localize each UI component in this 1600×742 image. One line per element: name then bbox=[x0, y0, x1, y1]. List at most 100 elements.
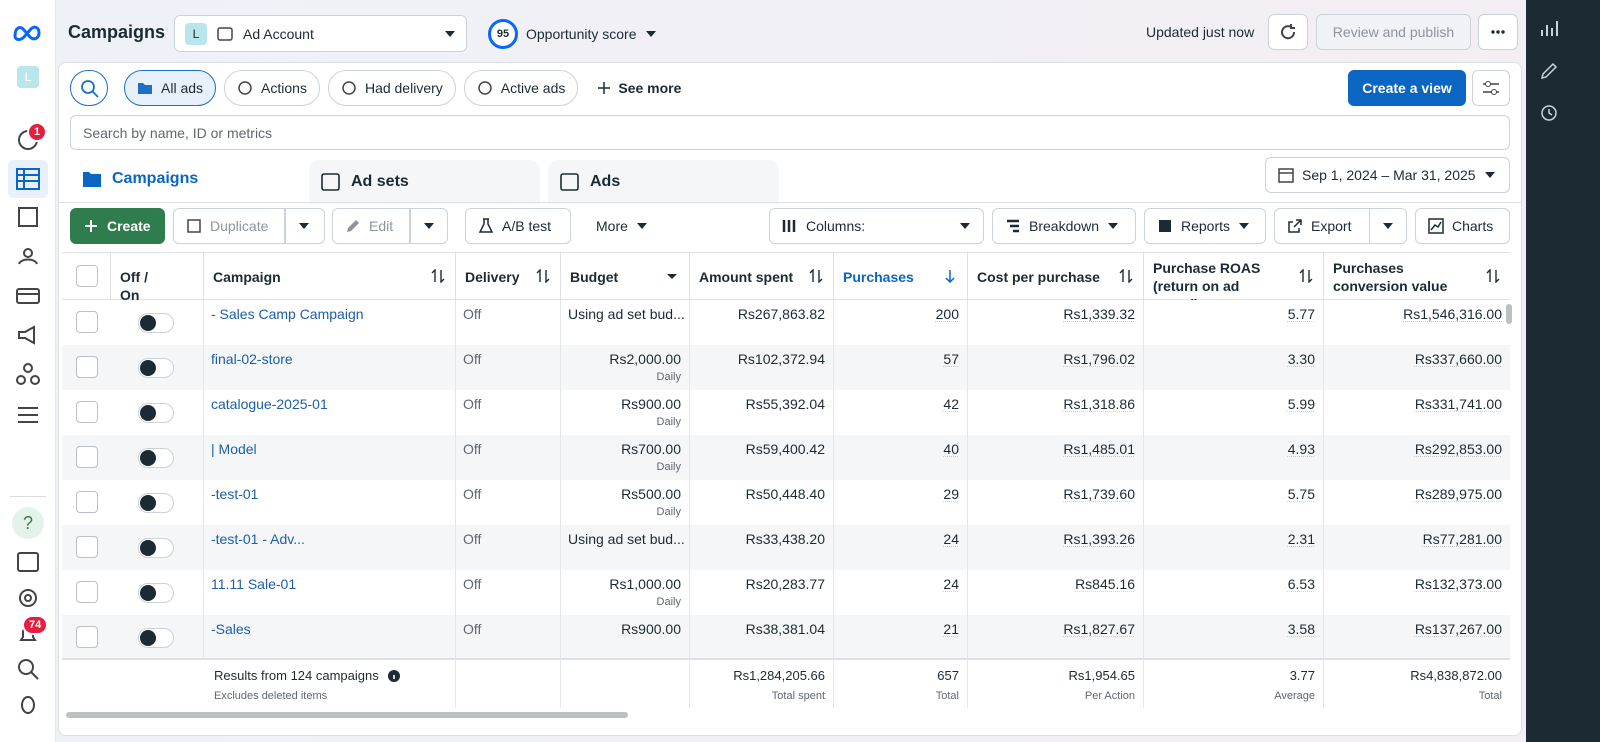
account-avatar[interactable]: L bbox=[17, 66, 39, 88]
row-checkbox[interactable] bbox=[76, 401, 98, 423]
create-view-button[interactable]: Create a view bbox=[1348, 70, 1466, 106]
on-off-toggle[interactable] bbox=[138, 493, 174, 513]
column-header[interactable]: Purchases bbox=[833, 253, 967, 300]
more-button[interactable] bbox=[1478, 14, 1518, 50]
on-off-toggle[interactable] bbox=[138, 448, 174, 468]
filter-chip[interactable]: Had delivery bbox=[328, 70, 456, 106]
export-dropdown[interactable] bbox=[1369, 208, 1407, 244]
toolbar-button[interactable]: Export bbox=[1274, 208, 1370, 244]
row-checkbox[interactable] bbox=[76, 536, 98, 558]
delivery-cell: Off bbox=[455, 396, 560, 412]
campaign-cell[interactable]: catalogue-2025-01 bbox=[203, 396, 455, 412]
toolbar-button[interactable]: Reports bbox=[1144, 208, 1266, 244]
column-header[interactable]: Purchase ROAS (return on ad spend) bbox=[1143, 253, 1323, 300]
h-scrollbar[interactable] bbox=[66, 712, 628, 718]
toolbar-button[interactable]: Duplicate bbox=[173, 208, 285, 244]
conversion-value-cell: Rs77,281.00 bbox=[1323, 531, 1510, 547]
column-header[interactable]: Purchases conversion value bbox=[1323, 253, 1510, 300]
row-checkbox[interactable] bbox=[76, 356, 98, 378]
audience-icon[interactable] bbox=[16, 246, 40, 266]
account-selector[interactable]: L Ad Account bbox=[174, 15, 467, 52]
toolbar-button[interactable]: Create bbox=[70, 208, 165, 244]
history-icon[interactable] bbox=[1540, 104, 1558, 122]
edit-icon[interactable] bbox=[1540, 62, 1558, 80]
on-off-toggle[interactable] bbox=[138, 358, 174, 378]
column-header[interactable]: Off / On bbox=[110, 253, 203, 300]
budget-cell: Rs700.00 bbox=[560, 441, 689, 457]
insights-icon[interactable] bbox=[1540, 20, 1558, 36]
cost-per-purchase-cell: Rs1,318.86 bbox=[967, 396, 1143, 412]
on-off-toggle[interactable] bbox=[138, 538, 174, 558]
row-checkbox[interactable] bbox=[76, 311, 98, 333]
caret bbox=[665, 269, 679, 283]
campaign-cell[interactable]: - Sales Camp Campaign bbox=[203, 306, 455, 322]
checkbox[interactable] bbox=[76, 265, 98, 287]
on-off-toggle[interactable] bbox=[138, 313, 174, 333]
on-off-toggle[interactable] bbox=[138, 628, 174, 648]
on-off-toggle[interactable] bbox=[138, 583, 174, 603]
pages-icon[interactable] bbox=[16, 206, 40, 228]
toolbar-button[interactable]: Edit bbox=[332, 208, 410, 244]
toolbar-button[interactable]: A/B test bbox=[465, 208, 571, 244]
settings-icon[interactable] bbox=[17, 587, 39, 609]
column-header[interactable]: Delivery bbox=[455, 253, 560, 300]
row-checkbox[interactable] bbox=[76, 446, 98, 468]
amount-spent-cell: Rs59,400.42 bbox=[689, 441, 833, 457]
toolbar-button[interactable]: Breakdown bbox=[992, 208, 1136, 244]
level-tab[interactable]: Campaigns bbox=[70, 156, 301, 202]
v-scrollbar[interactable] bbox=[1506, 304, 1512, 324]
help-button[interactable]: ? bbox=[12, 507, 44, 539]
billing-icon[interactable] bbox=[16, 287, 40, 305]
toolbar-button[interactable]: More bbox=[583, 208, 663, 244]
on-off-toggle[interactable] bbox=[138, 403, 174, 423]
budget-period: Daily bbox=[560, 596, 689, 608]
refresh-button[interactable] bbox=[1268, 14, 1308, 50]
opportunity-score[interactable]: 95 Opportunity score bbox=[488, 19, 657, 49]
cost-per-purchase-cell: Rs1,339.32 bbox=[967, 306, 1143, 322]
events-icon[interactable] bbox=[16, 362, 40, 386]
campaign-cell[interactable]: 11.11 Sale-01 bbox=[203, 576, 455, 592]
filter-chip[interactable]: Active ads bbox=[464, 70, 579, 106]
budget-cell: Using ad set bud... bbox=[560, 306, 689, 322]
search-toggle[interactable] bbox=[70, 70, 108, 106]
settings-button[interactable] bbox=[1472, 70, 1510, 106]
column-header[interactable]: Cost per purchase bbox=[967, 253, 1143, 300]
see-more[interactable]: See more bbox=[586, 80, 693, 96]
review-publish-button[interactable]: Review and publish bbox=[1316, 14, 1471, 50]
info-icon bbox=[388, 670, 400, 682]
row-checkbox[interactable] bbox=[76, 626, 98, 648]
filter-chip[interactable]: Actions bbox=[224, 70, 320, 106]
campaign-cell[interactable]: | Model bbox=[203, 441, 455, 457]
column-header[interactable]: Budget bbox=[560, 253, 689, 300]
search-icon bbox=[80, 79, 100, 99]
search-input[interactable]: Search by name, ID or metrics bbox=[70, 115, 1510, 150]
toolbar-button[interactable]: Charts bbox=[1415, 208, 1510, 244]
ads-icon[interactable] bbox=[16, 324, 40, 346]
budget-period: Daily bbox=[560, 416, 689, 428]
total-label: Total bbox=[833, 690, 967, 702]
edit-dropdown[interactable] bbox=[410, 208, 448, 244]
menu-icon[interactable] bbox=[17, 406, 39, 424]
duplicate-dropdown[interactable] bbox=[285, 208, 325, 244]
row-checkbox[interactable] bbox=[76, 491, 98, 513]
campaign-cell[interactable]: -Sales bbox=[203, 621, 455, 637]
toolbar-button[interactable]: Columns: bbox=[769, 208, 984, 244]
date-range-picker[interactable]: Sep 1, 2024 – Mar 31, 2025 bbox=[1265, 157, 1510, 193]
campaign-cell[interactable]: -test-01 bbox=[203, 486, 455, 502]
active-nav[interactable] bbox=[8, 160, 48, 198]
level-tab[interactable]: Ad sets bbox=[309, 160, 540, 204]
filter-chip[interactable]: All ads bbox=[124, 70, 216, 106]
level-tab[interactable]: Ads bbox=[548, 160, 779, 204]
contacts-icon[interactable] bbox=[17, 552, 39, 572]
conversion-value-cell: Rs337,660.00 bbox=[1323, 351, 1510, 367]
toggle-knob bbox=[140, 495, 156, 511]
search-icon[interactable] bbox=[17, 658, 39, 680]
chip-label: All ads bbox=[161, 80, 203, 96]
row-checkbox[interactable] bbox=[76, 581, 98, 603]
campaign-cell[interactable]: final-02-store bbox=[203, 351, 455, 367]
campaign-cell[interactable]: -test-01 - Adv... bbox=[203, 531, 455, 547]
bug-icon[interactable] bbox=[17, 693, 39, 715]
column-header[interactable]: Amount spent bbox=[689, 253, 833, 300]
budget-cell: Using ad set bud... bbox=[560, 531, 689, 547]
column-header[interactable]: Campaign bbox=[203, 253, 455, 300]
